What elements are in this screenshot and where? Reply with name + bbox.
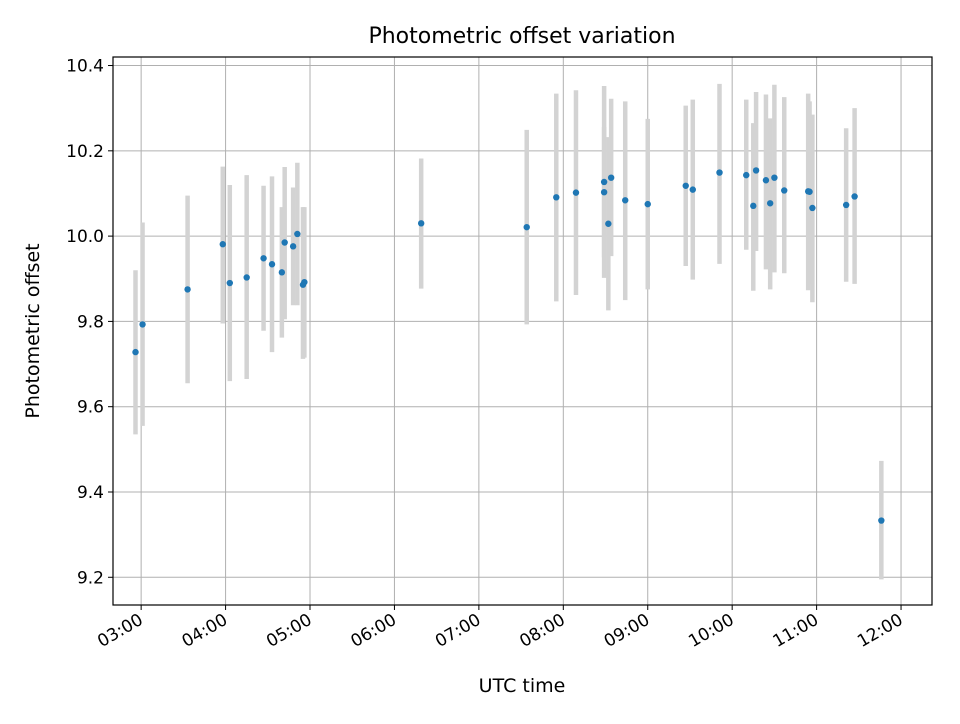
data-point — [771, 174, 778, 181]
data-point — [842, 201, 850, 209]
data-points — [132, 167, 885, 524]
data-point — [139, 321, 146, 328]
data-point — [301, 278, 308, 286]
data-point — [878, 517, 885, 524]
data-point — [523, 223, 530, 231]
data-point — [809, 204, 816, 212]
data-point — [417, 220, 425, 227]
data-point — [766, 200, 774, 207]
grid-lines — [113, 57, 932, 605]
data-point — [268, 261, 276, 268]
data-point — [184, 286, 191, 293]
data-point — [644, 200, 651, 208]
data-point — [289, 243, 297, 250]
data-point — [750, 202, 757, 210]
data-point — [689, 186, 696, 193]
data-point — [600, 178, 608, 186]
y-tick-label: 9.2 — [77, 568, 104, 588]
data-point — [607, 174, 615, 181]
y-tick-label: 10.0 — [66, 227, 104, 247]
data-point — [622, 197, 629, 204]
data-point — [572, 189, 580, 196]
data-point — [278, 269, 286, 276]
y-tick-label: 9.8 — [77, 312, 104, 332]
data-point — [682, 182, 689, 189]
y-tick-label: 10.2 — [66, 142, 104, 162]
data-point — [600, 188, 608, 196]
data-point — [226, 279, 233, 287]
data-point — [243, 274, 250, 281]
y-tick-label: 9.6 — [77, 398, 104, 418]
y-axis-ticks: 9.2 9.4 9.6 9.8 10.0 10.2 10.4 — [66, 57, 113, 588]
data-point — [219, 241, 226, 248]
data-point — [281, 239, 288, 246]
data-point — [781, 187, 788, 194]
chart-title: Photometric offset variation — [368, 24, 675, 49]
plot-frame — [112, 56, 933, 606]
y-axis-label: Photometric offset — [22, 243, 44, 418]
x-axis-label: UTC time — [479, 675, 566, 697]
data-point — [743, 171, 750, 179]
y-tick-label: 9.4 — [77, 483, 104, 503]
data-point — [132, 348, 139, 356]
data-point — [806, 188, 813, 195]
data-point — [762, 177, 770, 184]
data-point — [716, 169, 723, 176]
data-point — [752, 167, 760, 174]
data-point — [605, 220, 612, 227]
data-point — [553, 194, 560, 201]
y-tick-label: 10.4 — [66, 57, 104, 77]
data-point — [851, 193, 858, 200]
data-point — [294, 230, 301, 238]
data-point — [260, 255, 267, 262]
